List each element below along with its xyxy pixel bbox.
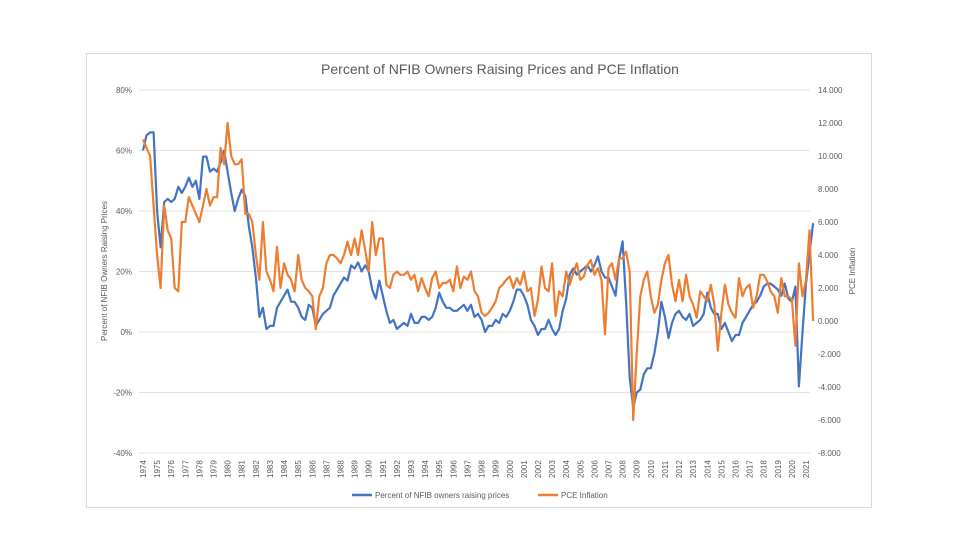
x-tick-label: 2018 bbox=[760, 460, 769, 478]
x-tick-label: 1998 bbox=[478, 460, 487, 478]
legend: Percent of NFIB owners raising prices PC… bbox=[352, 491, 608, 500]
x-tick-label: 1983 bbox=[266, 460, 275, 478]
right-tick-label: 12.000 bbox=[818, 119, 843, 128]
x-tick-label: 1993 bbox=[407, 460, 416, 478]
gridlines bbox=[139, 89, 810, 454]
x-tick-label: 2003 bbox=[548, 460, 557, 478]
x-tick-label: 2015 bbox=[717, 460, 726, 478]
x-tick-label: 2009 bbox=[633, 460, 642, 478]
right-tick-label: 14.000 bbox=[818, 86, 843, 95]
legend-label-nfib: Percent of NFIB owners raising prices bbox=[375, 491, 509, 500]
right-tick-label: 8.000 bbox=[818, 185, 839, 194]
x-tick-label: 1977 bbox=[181, 460, 190, 478]
x-tick-label: 1981 bbox=[238, 460, 247, 478]
x-tick-label: 1996 bbox=[449, 460, 458, 478]
x-tick-label: 1990 bbox=[365, 460, 374, 478]
x-tick-label: 1985 bbox=[294, 460, 303, 478]
x-tick-label: 2021 bbox=[802, 460, 811, 478]
right-tick-label: 4.000 bbox=[818, 251, 839, 260]
left-tick-label: -20% bbox=[113, 389, 132, 398]
right-tick-label: -2.000 bbox=[818, 350, 841, 359]
series-line-nfib bbox=[141, 131, 815, 409]
x-tick-label: 1991 bbox=[379, 460, 388, 478]
x-tick-label: 1987 bbox=[322, 460, 331, 478]
left-tick-label: 0% bbox=[120, 328, 132, 337]
x-tick-label: 2007 bbox=[605, 460, 614, 478]
x-tick-label: 1980 bbox=[224, 460, 233, 478]
x-tick-label: 1994 bbox=[421, 460, 430, 478]
right-tick-label: -6.000 bbox=[818, 416, 841, 425]
x-tick-label: 1975 bbox=[153, 460, 162, 478]
x-tick-label: 1999 bbox=[492, 460, 501, 478]
right-tick-label: 6.000 bbox=[818, 218, 839, 227]
x-axis-ticks: 1974 1975 1976 1977 1978 1979 1980 1981 1982 1983… bbox=[139, 460, 811, 478]
x-tick-label: 2012 bbox=[675, 460, 684, 478]
x-tick-label: 2002 bbox=[534, 460, 543, 478]
x-tick-label: 1986 bbox=[308, 460, 317, 478]
x-tick-label: 1992 bbox=[393, 460, 402, 478]
x-tick-label: 1976 bbox=[167, 460, 176, 478]
series-line-pce bbox=[141, 121, 815, 422]
left-tick-label: 20% bbox=[116, 268, 132, 277]
series-lines bbox=[141, 121, 815, 422]
right-tick-label: 0.000 bbox=[818, 317, 839, 326]
x-tick-label: 1988 bbox=[336, 460, 345, 478]
x-tick-label: 1989 bbox=[351, 460, 360, 478]
left-axis-title: Percent of NFIB Owners Raising Prices bbox=[100, 201, 109, 341]
x-tick-label: 1997 bbox=[463, 460, 472, 478]
x-tick-label: 1982 bbox=[252, 460, 261, 478]
x-tick-label: 2020 bbox=[788, 460, 797, 478]
x-tick-label: 2019 bbox=[774, 460, 783, 478]
x-tick-label: 2006 bbox=[590, 460, 599, 478]
x-tick-label: 2008 bbox=[619, 460, 628, 478]
left-tick-label: 80% bbox=[116, 86, 132, 95]
x-tick-label: 1979 bbox=[210, 460, 219, 478]
left-tick-label: -40% bbox=[113, 449, 132, 458]
right-axis-ticks: 14.000 12.000 10.000 8.000 6.000 4.000 2.000 0.… bbox=[818, 86, 843, 458]
x-tick-label: 2011 bbox=[661, 460, 670, 478]
x-tick-label: 2001 bbox=[520, 460, 529, 478]
x-tick-label: 2010 bbox=[647, 460, 656, 478]
x-tick-label: 2016 bbox=[731, 460, 740, 478]
x-tick-label: 2005 bbox=[576, 460, 585, 478]
x-tick-label: 2000 bbox=[506, 460, 515, 478]
x-tick-label: 2017 bbox=[746, 460, 755, 478]
right-tick-label: -4.000 bbox=[818, 383, 841, 392]
legend-label-pce: PCE Inflation bbox=[561, 491, 608, 500]
x-tick-label: 1995 bbox=[435, 460, 444, 478]
x-tick-label: 2014 bbox=[703, 460, 712, 478]
right-tick-label: 10.000 bbox=[818, 152, 843, 161]
x-tick-label: 1974 bbox=[139, 460, 148, 478]
x-tick-label: 1978 bbox=[195, 460, 204, 478]
left-axis-ticks: 80% 60% 40% 20% 0% -20% -40% bbox=[113, 86, 132, 458]
right-tick-label: 2.000 bbox=[818, 284, 839, 293]
right-axis-title: PCE Inflation bbox=[848, 248, 857, 295]
left-tick-label: 40% bbox=[116, 207, 132, 216]
x-tick-label: 1984 bbox=[280, 460, 289, 478]
x-tick-label: 2004 bbox=[562, 460, 571, 478]
chart-title: Percent of NFIB Owners Raising Prices an… bbox=[321, 61, 679, 77]
left-tick-label: 60% bbox=[116, 147, 132, 156]
right-tick-label: -8.000 bbox=[818, 449, 841, 458]
chart-frame bbox=[86, 53, 872, 508]
x-tick-label: 2013 bbox=[689, 460, 698, 478]
